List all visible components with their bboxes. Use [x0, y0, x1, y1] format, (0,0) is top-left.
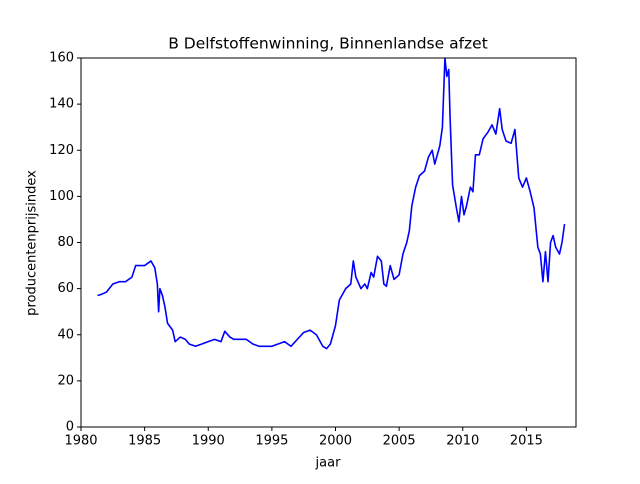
x-tick-label: 2015 [510, 434, 543, 449]
x-tick-label: 1995 [255, 434, 288, 449]
y-axis-label: producentenprijsindex [25, 170, 40, 316]
x-tick-label: 1990 [192, 434, 225, 449]
data-line [97, 57, 566, 350]
x-axis-label: jaar [315, 456, 342, 471]
y-tick-label: 160 [49, 51, 74, 66]
x-tick-label: 2000 [319, 434, 352, 449]
x-tick-label: 2005 [383, 434, 416, 449]
y-tick-label: 0 [66, 420, 74, 435]
y-tick-label: 20 [57, 373, 74, 388]
y-tick-label: 120 [49, 143, 74, 158]
x-tick-label: 1985 [128, 434, 161, 449]
x-tick-label: 1980 [64, 434, 97, 449]
y-tick-label: 100 [49, 189, 74, 204]
chart-title: B Delfstoffenwinning, Binnenlandse afzet [168, 35, 488, 53]
x-tick-label: 2010 [446, 434, 479, 449]
y-tick-label: 80 [57, 235, 74, 250]
y-tick-label: 60 [57, 281, 74, 296]
y-tick-label: 40 [57, 327, 74, 342]
plot-frame [80, 57, 577, 428]
y-tick-label: 140 [49, 97, 74, 112]
